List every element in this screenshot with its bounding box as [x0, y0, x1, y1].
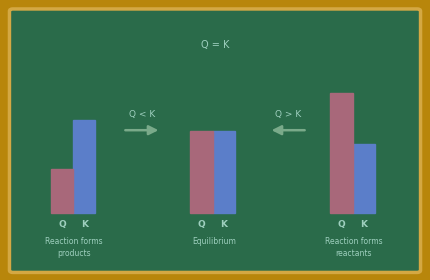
FancyBboxPatch shape [9, 9, 421, 272]
Text: Reaction forms: Reaction forms [325, 237, 383, 246]
Text: Equilibrium: Equilibrium [192, 237, 236, 246]
Bar [213, 131, 235, 213]
Text: K: K [360, 220, 367, 229]
Text: Q < K: Q < K [129, 110, 155, 119]
Bar [190, 131, 213, 213]
Bar [73, 120, 95, 213]
Text: reactants: reactants [335, 249, 372, 258]
Text: Q: Q [58, 220, 66, 229]
Text: Q: Q [338, 220, 345, 229]
Text: Q: Q [198, 220, 206, 229]
Bar [353, 144, 375, 213]
Text: K: K [81, 220, 88, 229]
Text: K: K [221, 220, 227, 229]
Bar [51, 169, 73, 213]
Text: Reaction forms: Reaction forms [45, 237, 103, 246]
Bar [330, 94, 353, 213]
FancyBboxPatch shape [0, 3, 430, 279]
Text: products: products [57, 249, 91, 258]
Text: Q = K: Q = K [201, 40, 229, 50]
Text: Q > K: Q > K [275, 110, 301, 119]
